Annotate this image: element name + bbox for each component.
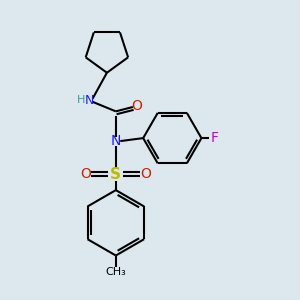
Text: CH₃: CH₃ [105, 267, 126, 277]
Text: O: O [140, 167, 151, 182]
Text: S: S [110, 167, 121, 182]
Text: N: N [111, 134, 121, 148]
Text: O: O [131, 99, 142, 113]
Text: F: F [211, 131, 219, 145]
Text: N: N [84, 94, 94, 106]
Text: O: O [81, 167, 92, 182]
Text: H: H [76, 95, 85, 105]
